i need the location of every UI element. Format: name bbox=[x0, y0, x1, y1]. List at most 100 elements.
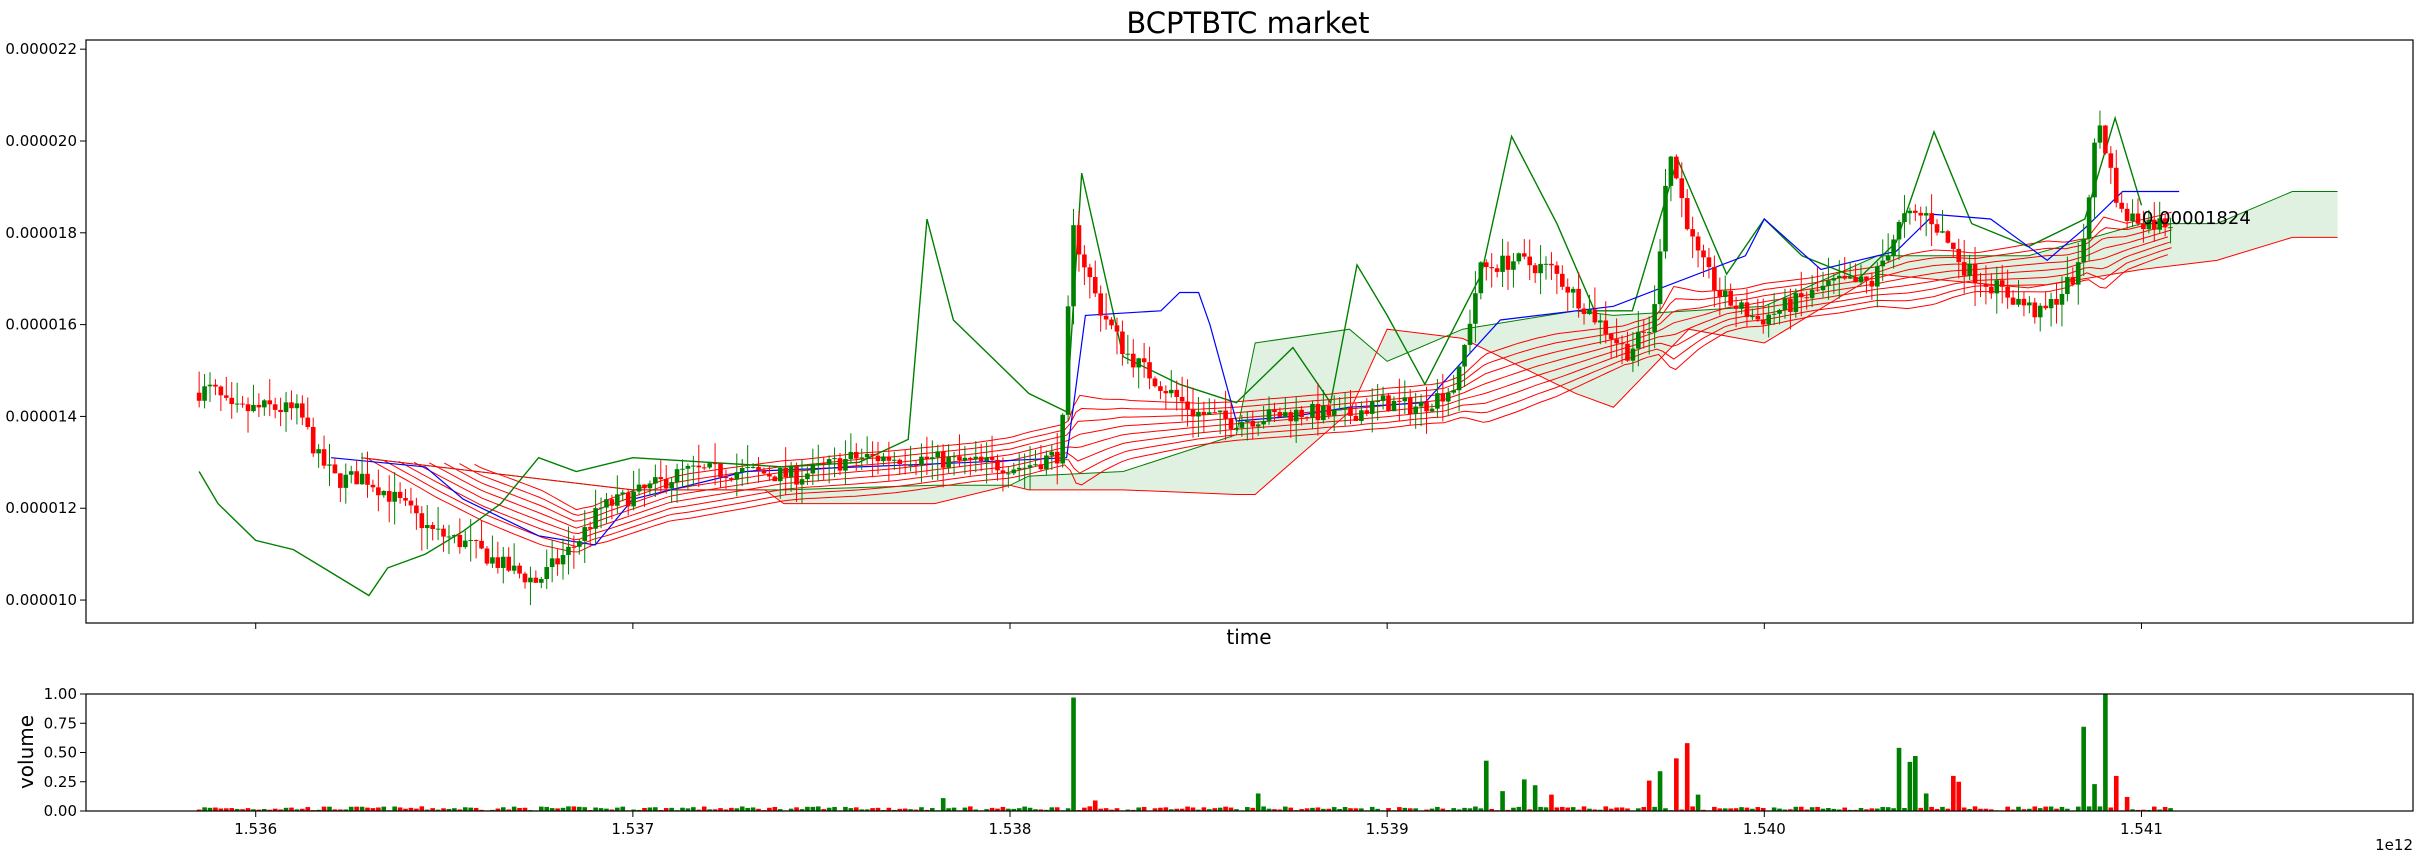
candle-body bbox=[365, 473, 370, 485]
volume-bar bbox=[1712, 806, 1717, 811]
volume-y-tick-label: 1.00 bbox=[44, 685, 77, 703]
candle-body bbox=[1891, 239, 1896, 256]
candle-body bbox=[1152, 378, 1158, 387]
candle-body bbox=[1022, 467, 1027, 469]
candle-body bbox=[712, 463, 718, 465]
candle-body bbox=[1364, 410, 1370, 414]
volume-y-tick-label: 0.75 bbox=[44, 714, 77, 732]
candle-body bbox=[1521, 253, 1527, 257]
candle-body bbox=[1288, 412, 1294, 422]
volume-bar bbox=[1527, 809, 1533, 811]
volume-bar bbox=[256, 809, 262, 811]
candle-body bbox=[1923, 213, 1929, 216]
volume-bar bbox=[1109, 809, 1114, 811]
volume-bar bbox=[1576, 809, 1581, 811]
candle-body bbox=[1478, 262, 1484, 294]
candle-body bbox=[1147, 362, 1152, 379]
candle-body bbox=[1967, 263, 1972, 276]
candle-body bbox=[1190, 409, 1196, 417]
candle-body bbox=[538, 579, 544, 583]
candle-body bbox=[745, 467, 750, 469]
candle-body bbox=[386, 491, 392, 502]
candle-body bbox=[853, 451, 859, 459]
candle-body bbox=[1065, 306, 1071, 415]
volume-bar bbox=[1152, 808, 1158, 811]
volume-bar bbox=[1826, 807, 1831, 811]
candle-body bbox=[1033, 464, 1038, 466]
candle-body bbox=[1766, 314, 1771, 325]
candle-body bbox=[1407, 397, 1413, 415]
volume-bar bbox=[1103, 808, 1109, 811]
candle-body bbox=[919, 456, 924, 466]
candle-body bbox=[1690, 229, 1695, 237]
candle-body bbox=[424, 525, 430, 529]
volume-bar bbox=[1565, 807, 1571, 811]
price-x-axis bbox=[255, 623, 2142, 629]
volume-bar bbox=[1674, 758, 1679, 811]
candle-body bbox=[870, 454, 875, 456]
volume-bar bbox=[1967, 808, 1972, 811]
volume-bar bbox=[1532, 785, 1538, 811]
volume-bar bbox=[1760, 807, 1766, 811]
volume-bar bbox=[370, 808, 376, 811]
candle-body bbox=[1348, 407, 1353, 416]
candle-body bbox=[1451, 390, 1456, 393]
volume-bar bbox=[1168, 809, 1174, 811]
volume-bar bbox=[1511, 807, 1516, 811]
candle-body bbox=[2070, 277, 2076, 285]
candle-body bbox=[1185, 401, 1190, 410]
candle-body bbox=[680, 468, 685, 470]
candle-body bbox=[924, 456, 930, 460]
candle-body bbox=[1755, 315, 1761, 320]
candle-body bbox=[1641, 331, 1647, 333]
volume-bar bbox=[1082, 807, 1087, 811]
candle-body bbox=[2103, 125, 2108, 154]
candle-body bbox=[2059, 293, 2065, 305]
volume-bar bbox=[1750, 808, 1755, 811]
candle-body bbox=[1836, 275, 1842, 279]
candle-body bbox=[2065, 277, 2070, 294]
y-tick-label: 0.000018 bbox=[5, 224, 77, 242]
candle-body bbox=[1266, 409, 1272, 422]
volume-bar bbox=[397, 807, 403, 811]
volume-bar bbox=[1755, 807, 1761, 811]
candle-body bbox=[1989, 286, 1994, 294]
candle-body bbox=[1625, 343, 1630, 361]
volume-bar bbox=[1125, 809, 1131, 811]
volume-bar bbox=[989, 807, 995, 811]
candle-body bbox=[1060, 414, 1065, 464]
volume-bar bbox=[1179, 808, 1185, 811]
volume-bar bbox=[2108, 807, 2114, 811]
volume-bar bbox=[1842, 807, 1848, 811]
candle-body bbox=[707, 463, 712, 468]
volume-bar bbox=[805, 806, 810, 811]
candle-body bbox=[1038, 464, 1044, 470]
candle-body bbox=[300, 403, 305, 418]
volume-axis-label: volume bbox=[14, 715, 38, 789]
candle-body bbox=[1413, 406, 1418, 415]
volume-bar bbox=[289, 807, 294, 811]
candle-body bbox=[1739, 302, 1744, 309]
candle-body bbox=[1505, 255, 1511, 270]
candle-body bbox=[891, 459, 897, 461]
candle-body bbox=[593, 508, 598, 529]
candle-body bbox=[1994, 280, 2000, 294]
candle-body bbox=[1212, 412, 1218, 414]
candle-body bbox=[1902, 213, 1907, 223]
volume-bar bbox=[1136, 807, 1142, 811]
volume-bar bbox=[1869, 808, 1875, 811]
volume-bar bbox=[1929, 806, 1934, 811]
volume-bar bbox=[1456, 809, 1462, 811]
candle-body bbox=[875, 455, 881, 462]
candle-body bbox=[1006, 473, 1011, 475]
candle-body bbox=[283, 402, 289, 413]
volume-bar bbox=[2081, 726, 2086, 811]
candle-body bbox=[750, 466, 756, 468]
candle-body bbox=[930, 457, 935, 460]
volume-bar bbox=[620, 806, 626, 811]
candle-body bbox=[1114, 325, 1120, 332]
candle-body bbox=[245, 404, 251, 412]
candle-body bbox=[2130, 213, 2135, 221]
volume-bar bbox=[1299, 809, 1304, 811]
volume-bar bbox=[1440, 808, 1446, 811]
